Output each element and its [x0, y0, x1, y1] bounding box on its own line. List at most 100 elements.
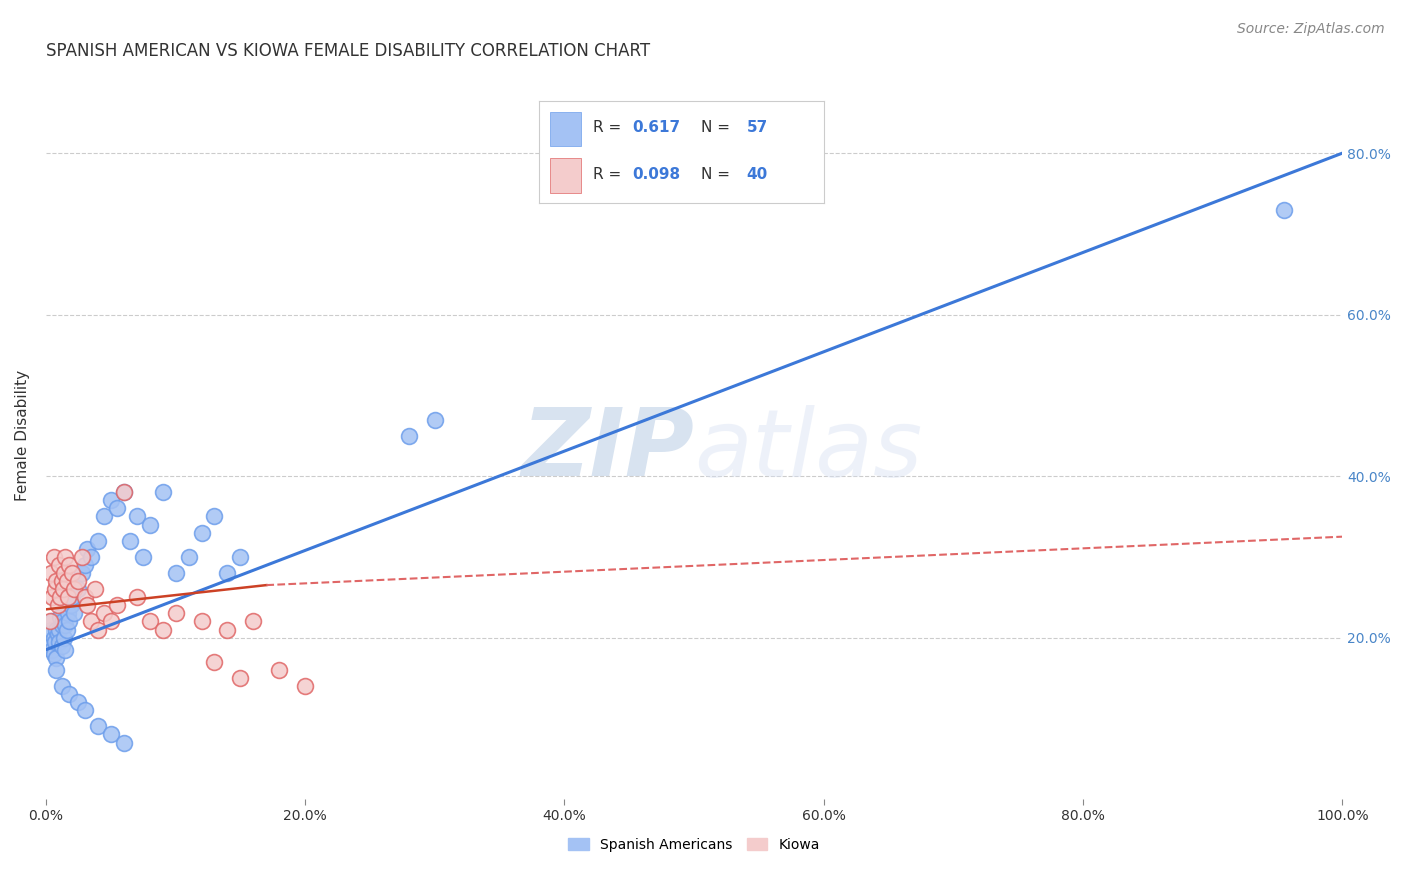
Point [73, 558, 96, 572]
Point [45, 650, 67, 665]
Point [55, 574, 77, 588]
Point [39, 566, 62, 580]
Point [44, 634, 66, 648]
Point [42, 631, 65, 645]
Text: N =: N = [702, 120, 735, 136]
Point [87, 623, 110, 637]
Point [100, 615, 122, 629]
Point [242, 615, 264, 629]
Point [59, 599, 82, 613]
Point [423, 412, 446, 426]
Point [80, 549, 103, 564]
Point [190, 525, 212, 540]
Point [39, 623, 62, 637]
Point [46, 626, 69, 640]
Text: 0.617: 0.617 [633, 120, 681, 136]
Point [120, 533, 142, 548]
Point [67, 695, 90, 709]
Point [93, 509, 115, 524]
Point [53, 566, 76, 580]
Point [152, 485, 174, 500]
Point [105, 501, 128, 516]
Point [55, 549, 77, 564]
Point [52, 615, 75, 629]
Point [48, 634, 70, 648]
Point [76, 541, 98, 556]
Text: R =: R = [593, 167, 626, 182]
Point [52, 582, 75, 596]
Point [53, 631, 76, 645]
Point [72, 549, 94, 564]
Point [152, 623, 174, 637]
Point [165, 566, 187, 580]
Point [42, 647, 65, 661]
Point [84, 582, 107, 596]
Text: 57: 57 [747, 120, 768, 136]
Point [48, 623, 70, 637]
Point [100, 493, 122, 508]
Point [49, 610, 72, 624]
Point [58, 558, 80, 572]
Text: ZIP: ZIP [522, 404, 695, 496]
Point [51, 618, 73, 632]
Point [217, 566, 239, 580]
Point [49, 591, 72, 605]
Point [45, 574, 67, 588]
Text: atlas: atlas [695, 405, 922, 496]
Text: Source: ZipAtlas.com: Source: ZipAtlas.com [1237, 22, 1385, 37]
Point [55, 618, 77, 632]
Bar [550, 112, 581, 146]
Point [41, 615, 63, 629]
Point [204, 655, 226, 669]
Point [42, 549, 65, 564]
Point [38, 615, 60, 629]
Point [93, 607, 115, 621]
Point [67, 582, 90, 596]
Point [138, 517, 160, 532]
Text: 0.098: 0.098 [633, 167, 681, 182]
Point [72, 566, 94, 580]
Point [229, 671, 252, 685]
Point [132, 549, 155, 564]
Text: SPANISH AMERICAN VS KIOWA FEMALE DISABILITY CORRELATION CHART: SPANISH AMERICAN VS KIOWA FEMALE DISABIL… [46, 42, 650, 60]
Point [138, 615, 160, 629]
Point [112, 735, 135, 749]
Point [51, 574, 73, 588]
Text: N =: N = [702, 167, 735, 182]
Y-axis label: Female Disability: Female Disability [15, 370, 30, 501]
Point [294, 679, 316, 693]
Legend: Spanish Americans, Kiowa: Spanish Americans, Kiowa [562, 832, 825, 857]
Point [46, 599, 69, 613]
Point [73, 703, 96, 717]
Point [41, 591, 63, 605]
Point [165, 607, 187, 621]
Point [51, 639, 73, 653]
Text: 40: 40 [747, 167, 768, 182]
Point [58, 615, 80, 629]
Point [1272, 202, 1295, 217]
Point [100, 727, 122, 741]
Point [41, 642, 63, 657]
Point [229, 549, 252, 564]
Point [80, 615, 103, 629]
Point [87, 719, 110, 733]
Point [112, 485, 135, 500]
Point [55, 642, 77, 657]
Point [125, 591, 148, 605]
Point [125, 509, 148, 524]
Point [56, 607, 79, 621]
Point [204, 509, 226, 524]
Point [63, 582, 86, 596]
Point [51, 679, 73, 693]
Point [58, 687, 80, 701]
Point [190, 615, 212, 629]
Text: R =: R = [593, 120, 626, 136]
Point [76, 599, 98, 613]
Point [55, 623, 77, 637]
Point [112, 485, 135, 500]
Point [63, 607, 86, 621]
Point [177, 549, 200, 564]
Point [45, 663, 67, 677]
Point [48, 558, 70, 572]
Point [60, 591, 83, 605]
